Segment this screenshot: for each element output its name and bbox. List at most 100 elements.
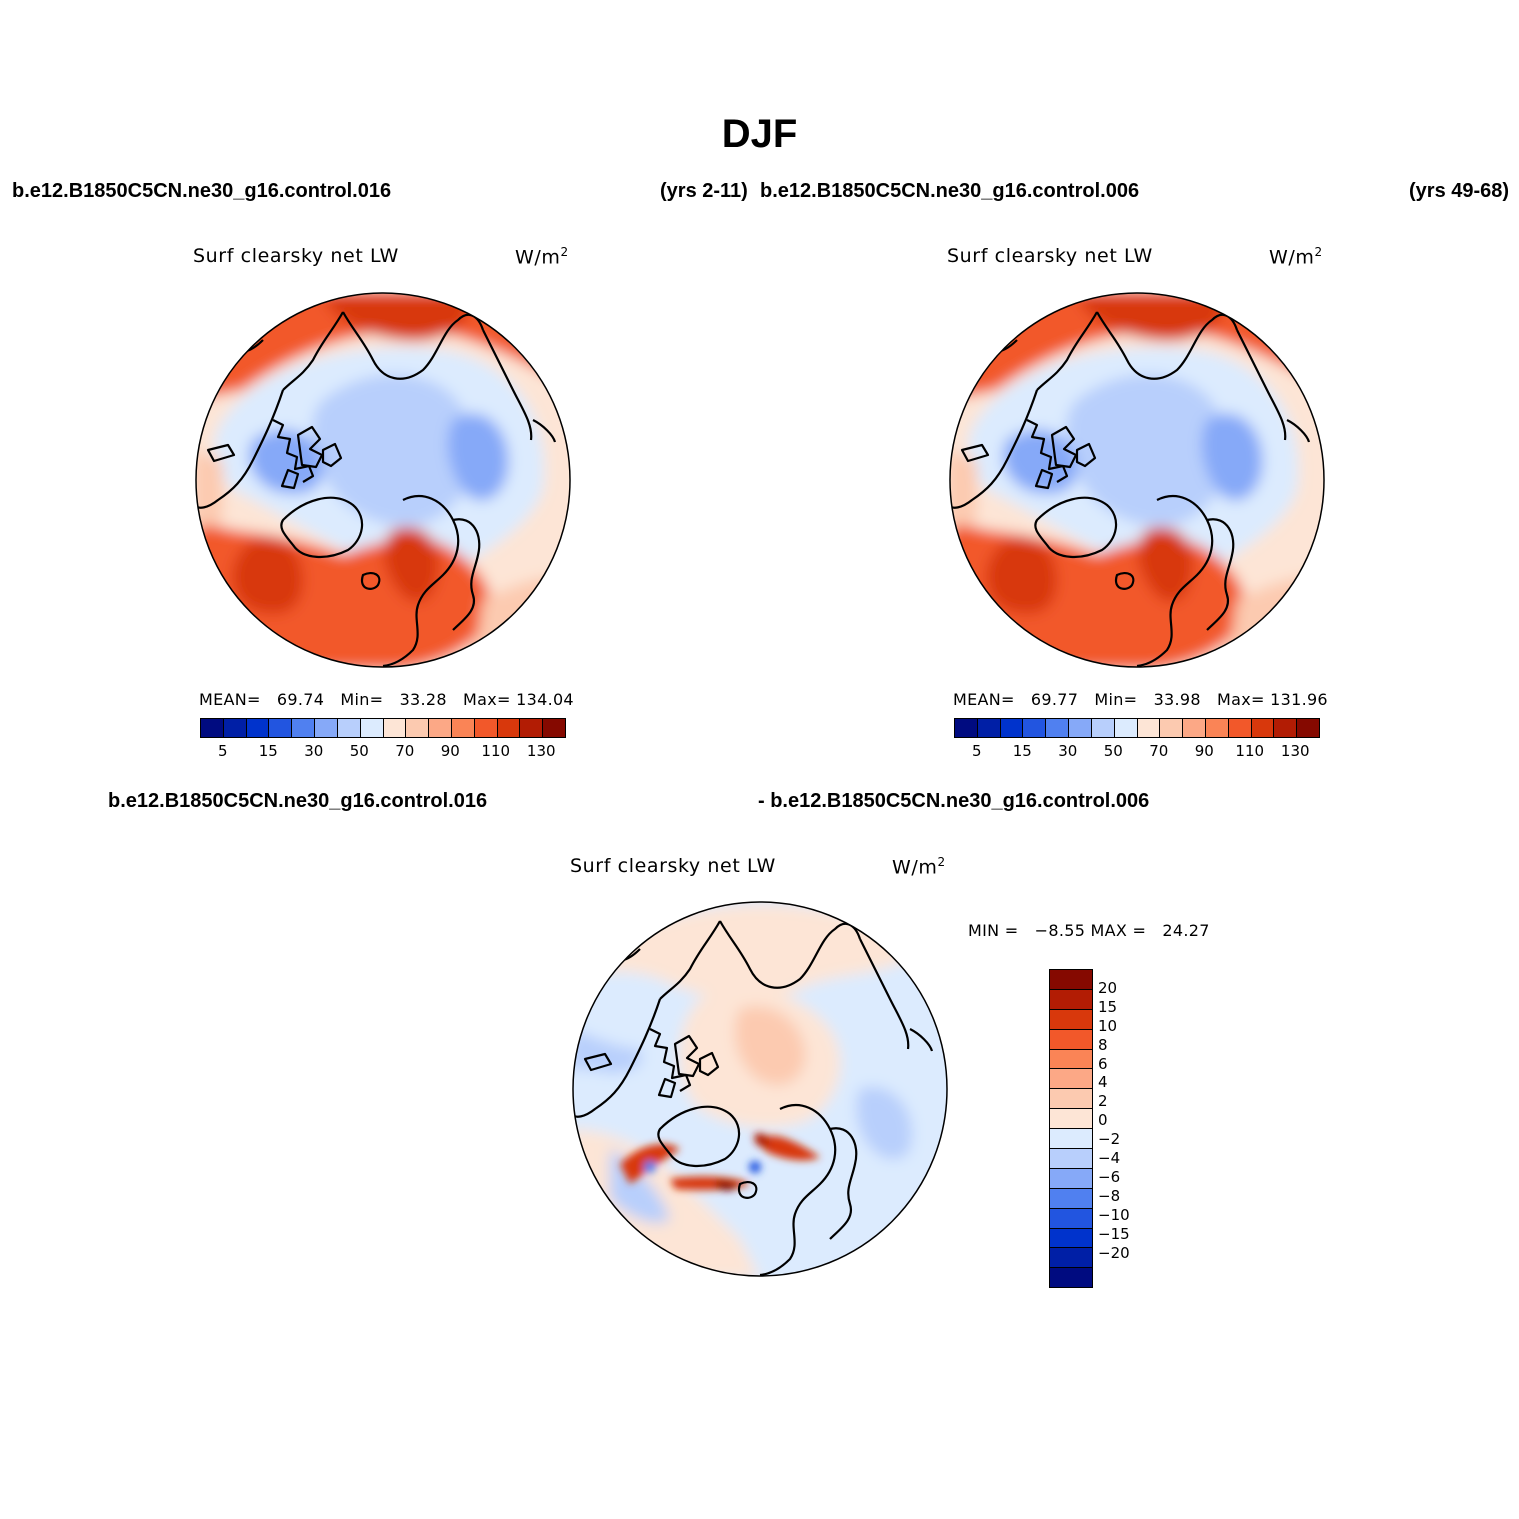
colorbar-cell (1205, 719, 1229, 737)
colorbar-cell (1050, 1228, 1092, 1249)
colorbar-cell (1228, 719, 1252, 737)
colorbar-tick-label: 130 (526, 742, 556, 760)
colorbar-cell (955, 719, 978, 737)
colorbar-level-label: −15 (1098, 1224, 1130, 1243)
panel3-map (573, 902, 947, 1276)
colorbar-cell (1050, 989, 1092, 1010)
colorbar-tick-label: 70 (1149, 742, 1169, 760)
colorbar-cell (223, 719, 247, 737)
panel2-map (950, 293, 1324, 667)
colorbar-level-label: −6 (1098, 1167, 1121, 1186)
colorbar-cell (497, 719, 521, 737)
panel1-units: W/m2 (515, 245, 569, 269)
colorbar-cell (1297, 719, 1319, 737)
colorbar-cell (1050, 1089, 1092, 1110)
colorbar-cell (360, 719, 384, 737)
panel2-stats: MEAN= 69.77 Min= 33.98 Max= 131.96 (953, 690, 1328, 709)
colorbar-cell (1183, 719, 1206, 737)
panel2-colorbar (954, 718, 1320, 738)
colorbar-cell (1050, 1029, 1092, 1050)
colorbar-cell (1023, 719, 1047, 737)
colorbar-tick-label: 5 (971, 742, 982, 760)
panel1-variable-title: Surf clearsky net LW (193, 245, 399, 267)
colorbar-level-label: 8 (1098, 1035, 1108, 1054)
case-a-years: (yrs 2-11) (660, 180, 748, 202)
colorbar-cell (474, 719, 498, 737)
panel3-variable-title: Surf clearsky net LW (570, 855, 776, 877)
colorbar-cell (1050, 970, 1092, 990)
colorbar-level-label: 0 (1098, 1111, 1108, 1130)
diff-case-b: - b.e12.B1850C5CN.ne30_g16.control.006 (758, 790, 1150, 812)
colorbar-cell (246, 719, 270, 737)
colorbar-cell (1069, 719, 1092, 737)
colorbar-cell (1050, 1208, 1092, 1229)
colorbar-tick-label: 50 (1103, 742, 1123, 760)
colorbar-tick-label: 15 (1012, 742, 1032, 760)
colorbar-cell (1251, 719, 1275, 737)
colorbar-cell (1050, 1268, 1092, 1288)
colorbar-cell (977, 719, 1001, 737)
colorbar-level-label: 20 (1098, 978, 1118, 997)
colorbar-tick-label: 30 (304, 742, 324, 760)
colorbar-cell (337, 719, 361, 737)
colorbar-cell (1050, 1248, 1092, 1269)
colorbar-cell (1114, 719, 1138, 737)
colorbar-cell (1050, 1149, 1092, 1169)
colorbar-cell (1137, 719, 1161, 737)
colorbar-cell (1050, 1129, 1092, 1150)
colorbar-cell (1050, 1049, 1092, 1070)
colorbar-tick-label: 70 (395, 742, 415, 760)
colorbar-level-label: −4 (1098, 1149, 1121, 1167)
colorbar-cell (451, 719, 475, 737)
colorbar-level-label: 6 (1098, 1054, 1108, 1073)
colorbar-level-label: −2 (1098, 1130, 1121, 1149)
colorbar-tick-label: 15 (258, 742, 278, 760)
colorbar-cell (1050, 1188, 1092, 1209)
colorbar-tick-label: 50 (349, 742, 369, 760)
colorbar-cell (1046, 719, 1070, 737)
colorbar-tick-label: 110 (481, 742, 511, 760)
colorbar-level-label: 4 (1098, 1073, 1108, 1092)
colorbar-level-label: −20 (1098, 1243, 1130, 1262)
colorbar-tick-label: 90 (1194, 742, 1214, 760)
diff-case-a: b.e12.B1850C5CN.ne30_g16.control.016 (108, 790, 488, 812)
panel2-variable-title: Surf clearsky net LW (947, 245, 1153, 267)
case-b-name: b.e12.B1850C5CN.ne30_g16.control.006 (760, 180, 1140, 202)
case-a-name: b.e12.B1850C5CN.ne30_g16.control.016 (12, 180, 392, 202)
panel3-units: W/m2 (892, 855, 946, 879)
colorbar-cell (269, 719, 293, 737)
colorbar-tick-label: 130 (1280, 742, 1310, 760)
panel1-map (196, 293, 570, 667)
colorbar-tick-label: 90 (440, 742, 460, 760)
panel1-colorbar-ticks: 5 15 30 50 70 90 110 130 (200, 742, 564, 762)
colorbar-cell (429, 719, 452, 737)
colorbar-level-label: 15 (1098, 997, 1118, 1016)
colorbar-cell (1091, 719, 1115, 737)
colorbar-cell (1050, 1069, 1092, 1090)
colorbar-cell (1274, 719, 1298, 737)
colorbar-level-label: 10 (1098, 1016, 1118, 1035)
panel1-colorbar (200, 718, 566, 738)
panel2-colorbar-ticks: 5 15 30 50 70 90 110 130 (954, 742, 1318, 762)
colorbar-cell (292, 719, 316, 737)
colorbar-cell (1050, 1009, 1092, 1030)
colorbar-cell (406, 719, 430, 737)
colorbar-cell (1050, 1109, 1092, 1130)
colorbar-tick-label: 30 (1058, 742, 1078, 760)
colorbar-cell (315, 719, 338, 737)
colorbar-cell (543, 719, 565, 737)
colorbar-tick-label: 110 (1235, 742, 1265, 760)
panel2-units: W/m2 (1269, 245, 1323, 269)
colorbar-cell (383, 719, 407, 737)
colorbar-cell (520, 719, 544, 737)
panel1-stats: MEAN= 69.74 Min= 33.28 Max= 134.04 (199, 690, 574, 709)
colorbar-cell (1050, 1168, 1092, 1189)
colorbar-tick-label: 5 (217, 742, 228, 760)
colorbar-cell (1000, 719, 1024, 737)
colorbar-level-label: −8 (1098, 1186, 1121, 1205)
panel3-minmax: MIN = −8.55 MAX = 24.27 (968, 921, 1210, 940)
colorbar-level-label: 2 (1098, 1092, 1108, 1111)
colorbar-level-label: −10 (1098, 1205, 1130, 1224)
case-b-years: (yrs 49-68) (1409, 180, 1510, 202)
